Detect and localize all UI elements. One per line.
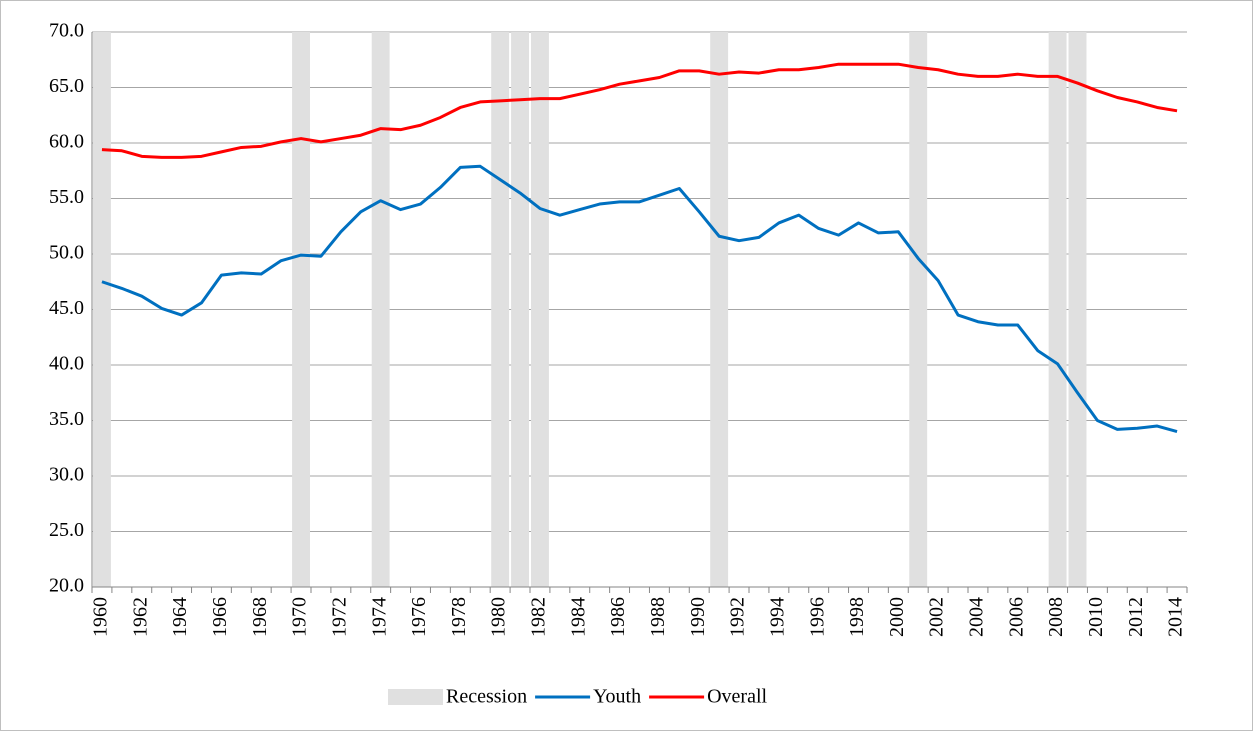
legend-label: Overall <box>707 686 767 708</box>
legend-swatch <box>388 689 443 705</box>
x-tick-label: 1978 <box>448 597 470 637</box>
axes: 20.0 25.0 30.0 35.0 40.0 45.0 50.0 55.0 60.0 65.0… <box>49 20 1188 637</box>
x-tick-label: 1994 <box>766 597 788 637</box>
recession-bar <box>93 32 111 587</box>
legend: Recession Youth Overall <box>388 686 768 708</box>
recession-bar <box>1048 32 1067 587</box>
x-tick-label: 2004 <box>966 597 988 637</box>
x-tick-label: 1992 <box>727 597 749 637</box>
x-tick-label: 1998 <box>846 597 868 637</box>
recession-bar <box>531 32 549 587</box>
y-tick-label: 55.0 <box>49 186 84 208</box>
x-tick-label: 1970 <box>289 597 311 637</box>
x-tick-label: 1972 <box>328 597 350 637</box>
x-tick-label: 1982 <box>528 597 550 637</box>
x-tick-label: 2014 <box>1165 597 1187 637</box>
line-youth <box>101 164 1178 434</box>
recession-bar <box>1068 32 1087 587</box>
recession-bar <box>292 32 310 587</box>
y-tick-label: 60.0 <box>49 131 84 153</box>
x-tick-label: 2000 <box>886 597 908 637</box>
y-tick-label: 30.0 <box>49 464 84 486</box>
x-tick-label: 1976 <box>408 597 430 637</box>
bars <box>93 32 1087 587</box>
x-tick-label: 1986 <box>607 597 629 637</box>
x-tick-label: 1980 <box>488 597 510 637</box>
x-tick-label: 2012 <box>1125 597 1147 637</box>
y-tick-label: 65.0 <box>49 75 84 97</box>
legend-label: Youth <box>593 686 641 708</box>
y-tick-label: 45.0 <box>49 297 84 319</box>
recession-bar <box>710 32 729 587</box>
recession-bar <box>909 32 928 587</box>
recession-bar <box>511 32 529 587</box>
x-tick-label: 1996 <box>806 597 828 637</box>
recession-bar <box>491 32 510 587</box>
x-tick-label: 1974 <box>368 597 390 637</box>
x-tick-label: 2006 <box>1005 597 1027 637</box>
x-tick-label: 1984 <box>567 597 589 637</box>
lines <box>101 62 1178 434</box>
y-tick-label: 40.0 <box>49 353 84 375</box>
x-tick-label: 1962 <box>129 597 151 637</box>
x-tick-label: 1960 <box>90 597 112 637</box>
y-tick-label: 25.0 <box>49 519 84 541</box>
y-tick-label: 20.0 <box>49 575 84 597</box>
x-tick-label: 2010 <box>1085 597 1107 637</box>
x-tick-label: 1988 <box>647 597 669 637</box>
x-tick-label: 2002 <box>926 597 948 637</box>
y-tick-label: 70.0 <box>49 20 84 42</box>
x-tick-label: 1968 <box>249 597 271 637</box>
x-tick-label: 1990 <box>687 597 709 637</box>
recession-bar <box>371 32 390 587</box>
x-tick-label: 2008 <box>1045 597 1067 637</box>
x-tick-label: 1964 <box>169 597 191 637</box>
x-tick-label: 1966 <box>209 597 231 637</box>
y-tick-label: 35.0 <box>49 408 84 430</box>
line-overall <box>101 62 1178 159</box>
y-tick-label: 50.0 <box>49 242 84 264</box>
legend-label: Recession <box>446 686 527 708</box>
